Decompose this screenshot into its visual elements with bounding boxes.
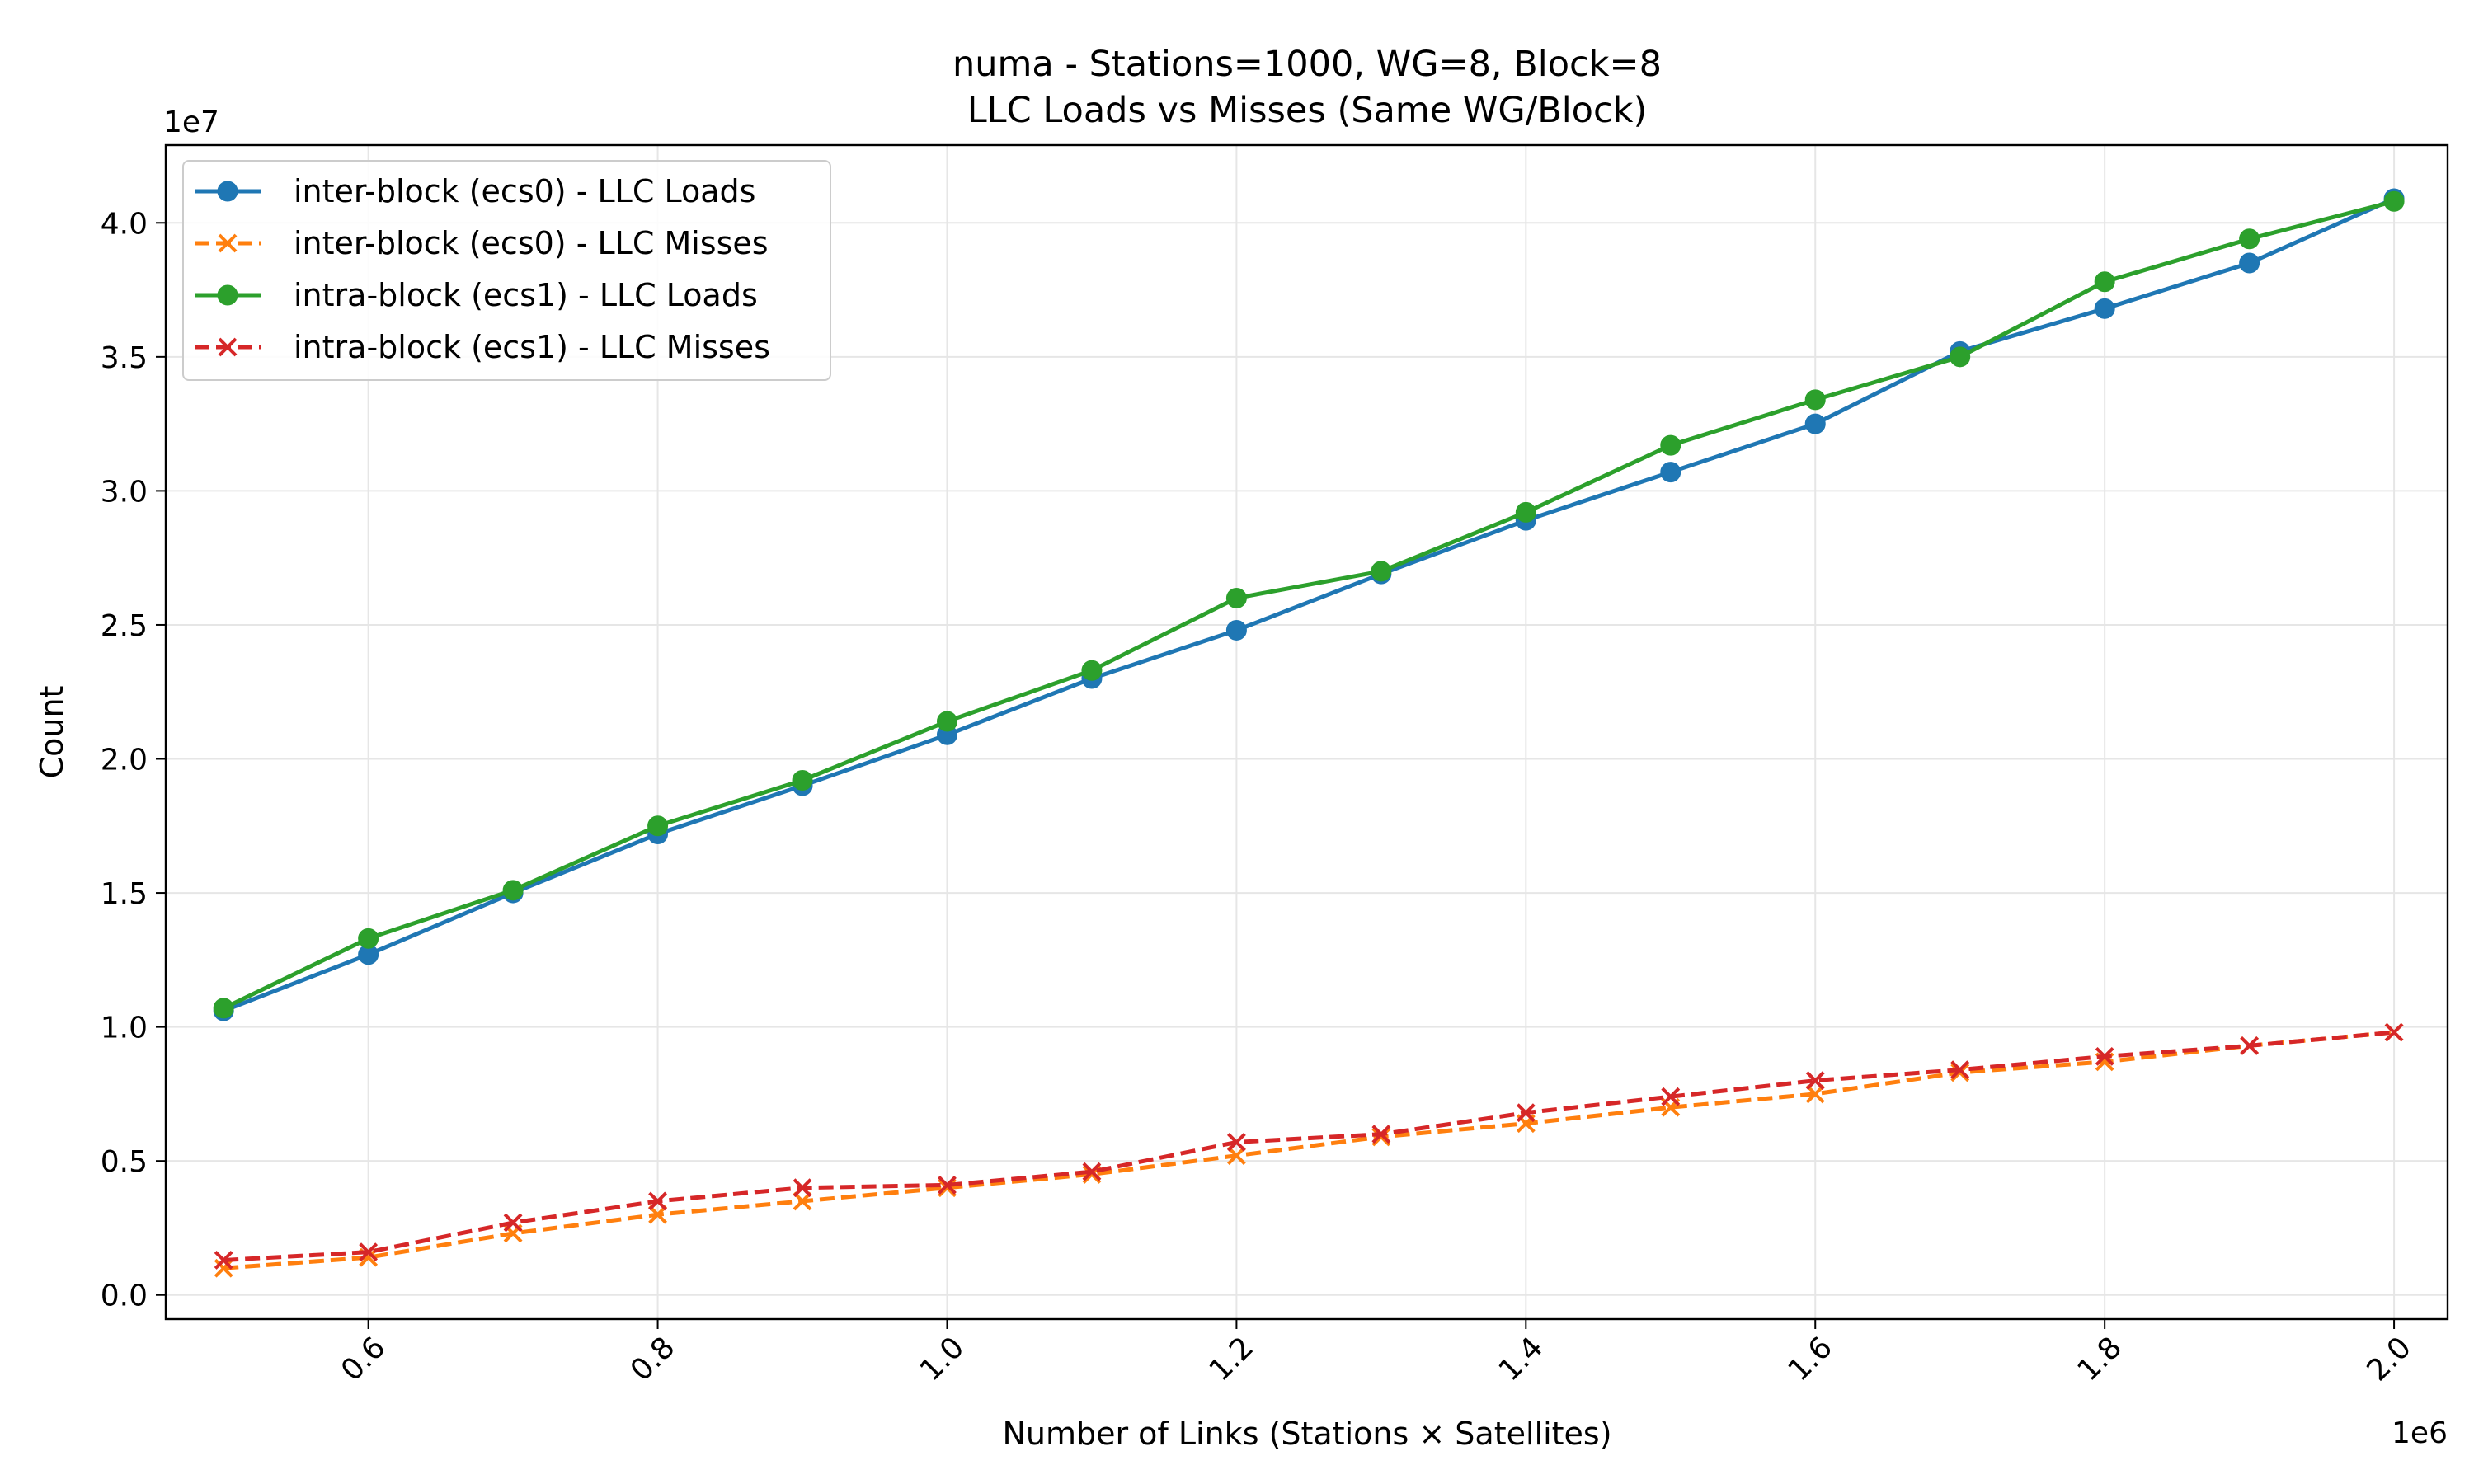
- y-offset-label: 1e7: [163, 106, 219, 139]
- chart-title: numa - Stations=1000, WG=8, Block=8: [952, 44, 1662, 85]
- data-point: [2240, 1036, 2260, 1055]
- data-point: [502, 880, 524, 901]
- x-tick-label: 1.8: [2072, 1331, 2128, 1388]
- data-point: [2094, 298, 2115, 319]
- legend-item: intra-block (ecs1) - LLC Misses: [195, 329, 770, 365]
- data-point: [2239, 252, 2260, 274]
- data-point: [1804, 389, 1826, 411]
- legend-marker: [218, 233, 238, 253]
- data-point: [2239, 228, 2260, 250]
- data-point: [1371, 561, 1392, 582]
- data-point: [1225, 619, 1247, 641]
- data-point: [1950, 346, 1971, 368]
- data-point: [1660, 434, 1681, 456]
- legend-label: inter-block (ecs0) - LLC Loads: [294, 173, 755, 209]
- data-point: [213, 998, 234, 1019]
- legend-marker: [218, 337, 238, 357]
- legend-label: intra-block (ecs1) - LLC Misses: [294, 329, 770, 365]
- data-point: [1660, 462, 1681, 483]
- x-tick-label: 1.0: [914, 1331, 971, 1388]
- y-tick-label: 3.5: [101, 341, 148, 375]
- grid: [166, 145, 2448, 1319]
- data-point: [938, 1178, 957, 1198]
- data-point: [2383, 190, 2405, 212]
- data-point: [793, 1178, 812, 1198]
- data-point: [503, 1213, 523, 1233]
- y-tick-label: 2.0: [101, 744, 148, 777]
- data-point: [1371, 1125, 1391, 1144]
- y-tick-label: 4.0: [101, 207, 148, 241]
- legend-label: inter-block (ecs0) - LLC Misses: [294, 225, 769, 261]
- data-point: [1661, 1087, 1681, 1106]
- legend-label: intra-block (ecs1) - LLC Loads: [294, 277, 758, 313]
- legend-box: [182, 160, 831, 381]
- x-tick-label: 0.6: [335, 1331, 392, 1388]
- data-point: [648, 1191, 667, 1211]
- legend-marker: [217, 284, 238, 306]
- series-2: [214, 1022, 2404, 1278]
- data-point: [1950, 1060, 1970, 1080]
- x-tick-label: 0.8: [624, 1331, 681, 1388]
- data-point: [2384, 1022, 2404, 1042]
- legend-marker: [217, 181, 238, 202]
- y-tick-label: 1.5: [101, 877, 148, 911]
- y-tick-label: 0.0: [101, 1280, 148, 1313]
- data-point: [792, 770, 813, 791]
- x-axis-label: Number of Links (Stations × Satellites): [1002, 1416, 1611, 1452]
- series-3: [213, 190, 2405, 1019]
- data-point: [359, 1242, 379, 1262]
- data-point: [1805, 1084, 1825, 1104]
- y-axis-label: Count: [34, 686, 70, 779]
- series-line: [223, 1030, 2395, 1262]
- data-point: [1804, 413, 1826, 434]
- y-tick-label: 0.5: [101, 1145, 148, 1179]
- legend-item: intra-block (ecs1) - LLC Loads: [195, 277, 758, 313]
- x-tick-label: 1.2: [1203, 1331, 1260, 1388]
- y-tick-label: 1.0: [101, 1012, 148, 1045]
- x-tick-label: 1.4: [1493, 1331, 1550, 1388]
- data-point: [936, 711, 957, 732]
- data-point: [1226, 1146, 1246, 1166]
- y-tick-label: 3.0: [101, 475, 148, 509]
- data-point: [2095, 1046, 2114, 1066]
- plot-frame: [164, 143, 2449, 1321]
- data-point: [2094, 271, 2115, 293]
- data-point: [793, 1191, 812, 1211]
- data-point: [1950, 1063, 1970, 1082]
- axis-ticks: 0.6 0.8 1.0 1.2 1.4 1.6 1.8 2.0 0.0 0.5 1.0 1.5 2.0 2…: [101, 207, 2418, 1388]
- data-point: [1516, 1103, 1536, 1123]
- data-point: [1226, 1133, 1246, 1152]
- legend-item: inter-block (ecs0) - LLC Loads: [195, 173, 755, 209]
- data-point: [1082, 1162, 1102, 1181]
- x-tick-label: 1.6: [1782, 1331, 1839, 1388]
- series-layer: [213, 188, 2405, 1278]
- series-line: [223, 199, 2395, 1011]
- series-line: [223, 196, 2396, 1013]
- chart-subtitle: LLC Loads vs Misses (Same WG/Block): [967, 90, 1648, 131]
- y-tick-label: 2.5: [101, 609, 148, 643]
- data-point: [214, 1258, 233, 1278]
- data-point: [647, 815, 669, 837]
- series-line: [223, 1030, 2395, 1270]
- data-point: [1081, 660, 1103, 681]
- data-point: [214, 1251, 233, 1270]
- legend: inter-block (ecs0) - LLC Loads inter-bloc…: [182, 160, 831, 381]
- x-tick-label: 2.0: [2360, 1331, 2417, 1388]
- data-point: [1805, 1071, 1825, 1091]
- data-point: [1225, 587, 1247, 608]
- data-point: [648, 1205, 667, 1224]
- series-4: [214, 1022, 2404, 1270]
- data-point: [1515, 501, 1536, 523]
- legend-item: inter-block (ecs0) - LLC Misses: [195, 225, 769, 261]
- data-point: [358, 928, 379, 949]
- x-offset-label: 1e6: [2392, 1416, 2448, 1450]
- data-point: [938, 1176, 957, 1195]
